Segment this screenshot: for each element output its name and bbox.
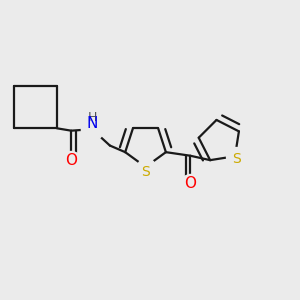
Text: S: S — [141, 165, 150, 179]
Text: O: O — [65, 153, 77, 168]
Text: H: H — [88, 111, 98, 124]
Text: N: N — [86, 116, 98, 131]
Text: S: S — [232, 152, 241, 166]
Text: O: O — [184, 176, 196, 190]
